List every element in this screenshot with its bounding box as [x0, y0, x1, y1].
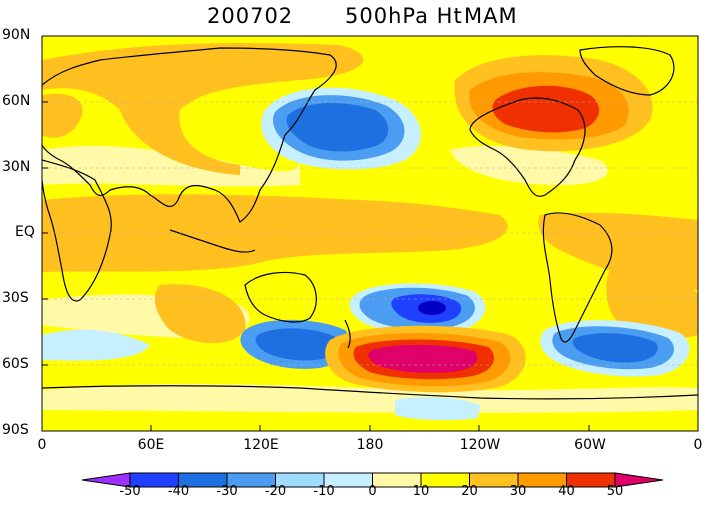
lat-label-30s: 30S — [2, 290, 29, 306]
negative-south-atlantic-30 — [572, 333, 658, 363]
lat-label-60s: 60S — [2, 356, 29, 372]
lon-label-120w: 120W — [459, 437, 501, 453]
lat-label-eq: EQ — [15, 224, 35, 240]
lon-label-0: 0 — [37, 437, 47, 453]
negative-north-pacific-30 — [286, 103, 389, 152]
negative-south-indian-30 — [255, 328, 340, 361]
lat-label-60n: 60N — [2, 93, 31, 109]
colorbar-label: 50 — [606, 484, 624, 499]
colorbar-label: -50 — [119, 484, 141, 499]
lat-label-90n: 90N — [2, 27, 31, 43]
colorbar-label: -30 — [216, 484, 238, 499]
colorbar-label: -20 — [264, 484, 287, 499]
lat-label-30n: 30N — [2, 159, 31, 175]
title-variable: 500hPa Ht — [345, 4, 463, 28]
colorbar-label: 0 — [368, 484, 377, 499]
lon-label-60w: 60W — [574, 437, 606, 453]
latitude-gridlines — [42, 101, 698, 366]
anomaly-map — [41, 35, 699, 432]
lon-label-60e: 60E — [137, 437, 165, 453]
pale-band-north-africa — [42, 145, 300, 187]
tick-marks — [42, 35, 590, 431]
positive-north-atlantic-50 — [492, 85, 600, 133]
colorbar-label: -10 — [313, 484, 335, 499]
positive-south-pacific-max — [368, 344, 478, 373]
negative-south-pacific-40 — [418, 301, 446, 315]
lon-label-180: 180 — [356, 437, 384, 453]
colorbar-label: 30 — [509, 484, 527, 499]
pale-band-north-atlantic — [450, 145, 608, 185]
orange-patch-europe — [42, 93, 83, 138]
orange-band-eurasia — [42, 43, 364, 175]
colorbar-label: 10 — [412, 484, 430, 499]
colorbar-label: 40 — [558, 484, 575, 499]
orange-patch-south-atlantic — [606, 269, 698, 339]
lat-label-90s: 90S — [2, 422, 29, 438]
map-title: 200702 500hPa Ht MAM — [0, 4, 712, 30]
lon-label-0-east: 0 — [693, 437, 703, 453]
title-season: MAM — [464, 4, 518, 28]
orange-band-tropics — [42, 194, 508, 272]
coastlines — [42, 46, 698, 400]
title-date: 200702 — [207, 4, 294, 28]
colorbar-label: 20 — [461, 484, 478, 499]
lon-label-120e: 120E — [243, 437, 279, 453]
light-blue-indian — [42, 329, 150, 361]
negative-antarctic-10 — [395, 397, 480, 421]
pale-band-antarctic — [42, 384, 698, 413]
colorbar-label: -40 — [167, 484, 190, 499]
orange-band-south-america — [538, 212, 698, 290]
